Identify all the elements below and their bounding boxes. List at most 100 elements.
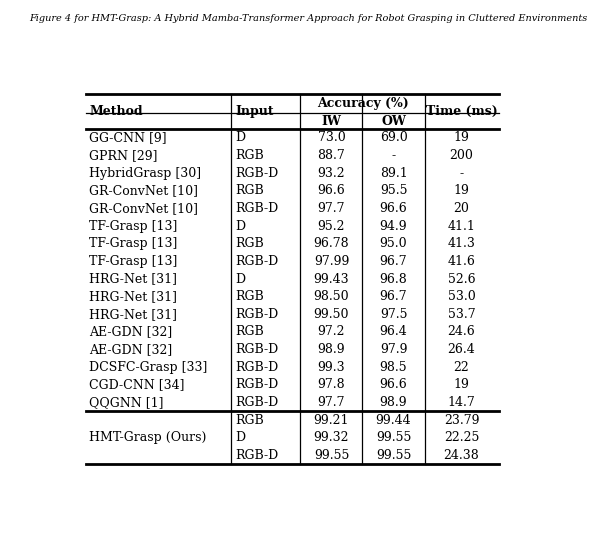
Text: HRG-Net [31]: HRG-Net [31] <box>89 290 177 303</box>
Text: RGB-D: RGB-D <box>235 202 278 215</box>
Text: 99.21: 99.21 <box>314 413 349 427</box>
Text: 95.5: 95.5 <box>380 184 407 198</box>
Text: 69.0: 69.0 <box>379 131 407 145</box>
Text: 98.50: 98.50 <box>314 290 349 303</box>
Text: 14.7: 14.7 <box>448 396 476 409</box>
Text: TF-Grasp [13]: TF-Grasp [13] <box>89 237 178 250</box>
Text: 99.55: 99.55 <box>376 449 411 462</box>
Text: 41.6: 41.6 <box>448 255 476 268</box>
Text: 19: 19 <box>453 379 469 391</box>
Text: 97.2: 97.2 <box>318 326 345 338</box>
Text: 98.9: 98.9 <box>379 396 407 409</box>
Text: RGB-D: RGB-D <box>235 167 278 180</box>
Text: 23.79: 23.79 <box>444 413 479 427</box>
Text: 97.7: 97.7 <box>318 396 345 409</box>
Text: RGB-D: RGB-D <box>235 343 278 356</box>
Text: TF-Grasp [13]: TF-Grasp [13] <box>89 220 178 232</box>
Text: 99.43: 99.43 <box>314 273 349 285</box>
Text: 97.9: 97.9 <box>380 343 407 356</box>
Text: 95.0: 95.0 <box>379 237 407 250</box>
Text: 99.3: 99.3 <box>318 361 345 374</box>
Text: 97.8: 97.8 <box>318 379 345 391</box>
Text: 53.0: 53.0 <box>448 290 476 303</box>
Text: 22.25: 22.25 <box>444 431 479 444</box>
Text: 19: 19 <box>453 184 469 198</box>
Text: 24.6: 24.6 <box>448 326 476 338</box>
Text: AE-GDN [32]: AE-GDN [32] <box>89 326 172 338</box>
Text: OW: OW <box>381 115 406 128</box>
Text: 98.5: 98.5 <box>379 361 407 374</box>
Text: IW: IW <box>322 115 341 128</box>
Text: 88.7: 88.7 <box>318 149 346 162</box>
Text: AE-GDN [32]: AE-GDN [32] <box>89 343 172 356</box>
Text: CGD-CNN [34]: CGD-CNN [34] <box>89 379 185 391</box>
Text: 96.4: 96.4 <box>379 326 407 338</box>
Text: 97.5: 97.5 <box>380 308 407 321</box>
Text: 94.9: 94.9 <box>379 220 407 232</box>
Text: RGB: RGB <box>235 237 264 250</box>
Text: Time (ms): Time (ms) <box>426 105 498 118</box>
Text: RGB: RGB <box>235 290 264 303</box>
Text: RGB-D: RGB-D <box>235 361 278 374</box>
Text: 99.55: 99.55 <box>314 449 349 462</box>
Text: 52.6: 52.6 <box>448 273 476 285</box>
Text: 96.7: 96.7 <box>379 255 407 268</box>
Text: QQGNN [1]: QQGNN [1] <box>89 396 164 409</box>
Text: 96.7: 96.7 <box>379 290 407 303</box>
Text: 96.78: 96.78 <box>314 237 349 250</box>
Text: -: - <box>391 149 395 162</box>
Text: D: D <box>235 220 245 232</box>
Text: TF-Grasp [13]: TF-Grasp [13] <box>89 255 178 268</box>
Text: GR-ConvNet [10]: GR-ConvNet [10] <box>89 202 198 215</box>
Text: 20: 20 <box>453 202 469 215</box>
Text: HRG-Net [31]: HRG-Net [31] <box>89 308 177 321</box>
Text: Accuracy (%): Accuracy (%) <box>317 97 408 110</box>
Text: RGB-D: RGB-D <box>235 379 278 391</box>
Text: 73.0: 73.0 <box>318 131 346 145</box>
Text: 98.9: 98.9 <box>318 343 345 356</box>
Text: RGB-D: RGB-D <box>235 308 278 321</box>
Text: 97.99: 97.99 <box>314 255 349 268</box>
Text: 99.55: 99.55 <box>376 431 411 444</box>
Text: Method: Method <box>89 105 143 118</box>
Text: DCSFC-Grasp [33]: DCSFC-Grasp [33] <box>89 361 208 374</box>
Text: D: D <box>235 131 245 145</box>
Text: HybridGrasp [30]: HybridGrasp [30] <box>89 167 201 180</box>
Text: 99.32: 99.32 <box>314 431 349 444</box>
Text: 200: 200 <box>450 149 474 162</box>
Text: 95.2: 95.2 <box>318 220 345 232</box>
Text: Figure 4 for HMT-Grasp: A Hybrid Mamba-Transformer Approach for Robot Grasping i: Figure 4 for HMT-Grasp: A Hybrid Mamba-T… <box>29 14 587 23</box>
Text: RGB-D: RGB-D <box>235 255 278 268</box>
Text: 99.50: 99.50 <box>314 308 349 321</box>
Text: Input: Input <box>235 105 274 118</box>
Text: -: - <box>460 167 464 180</box>
Text: RGB: RGB <box>235 413 264 427</box>
Text: GR-ConvNet [10]: GR-ConvNet [10] <box>89 184 198 198</box>
Text: 97.7: 97.7 <box>318 202 345 215</box>
Text: 96.6: 96.6 <box>379 202 407 215</box>
Text: 96.8: 96.8 <box>379 273 407 285</box>
Text: RGB: RGB <box>235 326 264 338</box>
Text: 96.6: 96.6 <box>318 184 346 198</box>
Text: 41.3: 41.3 <box>448 237 476 250</box>
Text: 22: 22 <box>453 361 469 374</box>
Text: 53.7: 53.7 <box>448 308 476 321</box>
Text: 99.44: 99.44 <box>376 413 411 427</box>
Text: 89.1: 89.1 <box>379 167 407 180</box>
Text: D: D <box>235 273 245 285</box>
Text: RGB: RGB <box>235 184 264 198</box>
Text: HRG-Net [31]: HRG-Net [31] <box>89 273 177 285</box>
Text: 24.38: 24.38 <box>444 449 479 462</box>
Text: 93.2: 93.2 <box>318 167 345 180</box>
Text: RGB-D: RGB-D <box>235 449 278 462</box>
Text: RGB-D: RGB-D <box>235 396 278 409</box>
Text: 26.4: 26.4 <box>448 343 476 356</box>
Text: D: D <box>235 431 245 444</box>
Text: 19: 19 <box>453 131 469 145</box>
Text: HMT-Grasp (Ours): HMT-Grasp (Ours) <box>89 431 207 444</box>
Text: GPRN [29]: GPRN [29] <box>89 149 158 162</box>
Text: 41.1: 41.1 <box>448 220 476 232</box>
Text: GG-CNN [9]: GG-CNN [9] <box>89 131 167 145</box>
Text: RGB: RGB <box>235 149 264 162</box>
Text: 96.6: 96.6 <box>379 379 407 391</box>
